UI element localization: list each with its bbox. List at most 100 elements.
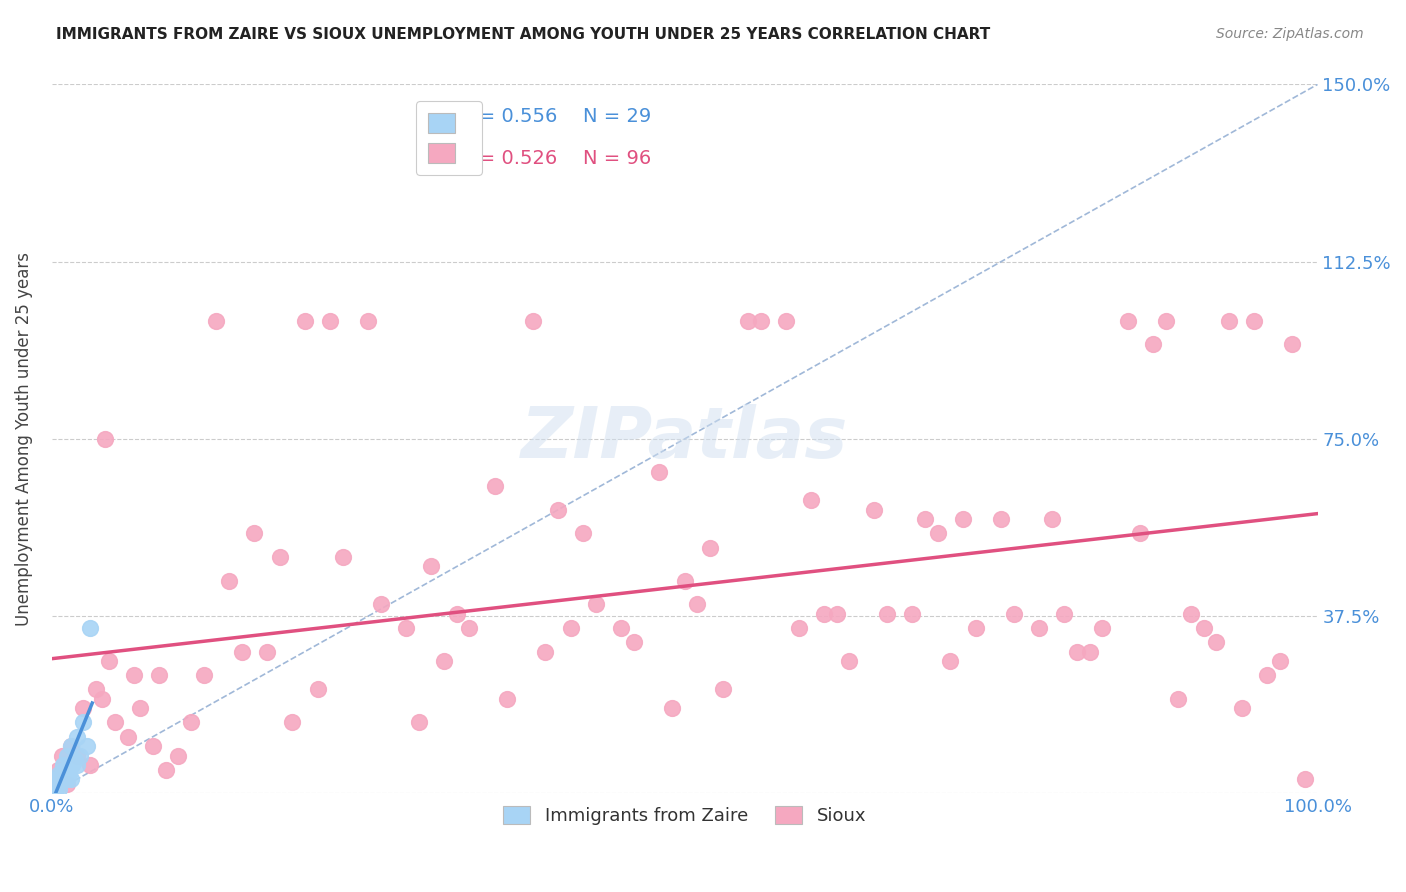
Text: R = 0.556: R = 0.556 [460, 107, 558, 126]
Point [775, 314, 797, 328]
Point [699, 541, 721, 555]
Point [122, 668, 145, 682]
Point [1091, 621, 1114, 635]
Point [711, 682, 734, 697]
Point [420, 559, 443, 574]
Point [91, 691, 114, 706]
Point [52, 758, 75, 772]
Point [965, 621, 987, 635]
Point [1078, 644, 1101, 658]
Point [357, 314, 380, 328]
Point [1053, 607, 1076, 621]
Point [84, 682, 107, 697]
Point [218, 574, 240, 588]
Point [1192, 621, 1215, 635]
Text: N = 29: N = 29 [583, 107, 651, 126]
Point [914, 512, 936, 526]
Point [1028, 621, 1050, 635]
Point [939, 654, 962, 668]
Point [433, 654, 456, 668]
Point [66, 758, 89, 772]
Point [1040, 512, 1063, 526]
Point [1154, 314, 1177, 328]
Point [45, 781, 67, 796]
Point [76, 739, 98, 753]
Point [97, 654, 120, 668]
Text: ZIPatlas: ZIPatlas [522, 404, 848, 474]
Point [1002, 607, 1025, 621]
Point [307, 682, 329, 697]
Point [79, 758, 101, 772]
Point [45, 772, 67, 787]
Point [370, 597, 392, 611]
Point [243, 526, 266, 541]
Point [167, 748, 190, 763]
Point [46, 763, 69, 777]
Point [44, 781, 66, 796]
Point [48, 767, 70, 781]
Point [48, 781, 70, 796]
Y-axis label: Unemployment Among Youth under 25 years: Unemployment Among Youth under 25 years [15, 252, 32, 626]
Point [1129, 526, 1152, 541]
Point [648, 465, 671, 479]
Point [876, 607, 898, 621]
Point [294, 314, 316, 328]
Point [56, 777, 79, 791]
Point [673, 574, 696, 588]
Point [53, 763, 76, 777]
Point [51, 767, 73, 781]
Point [610, 621, 633, 635]
Point [1205, 635, 1227, 649]
Point [661, 701, 683, 715]
Point [51, 748, 73, 763]
Point [1066, 644, 1088, 658]
Point [66, 748, 89, 763]
Point [749, 314, 772, 328]
Point [56, 748, 79, 763]
Point [560, 621, 582, 635]
Point [59, 739, 82, 753]
Point [332, 549, 354, 564]
Point [45, 772, 67, 787]
Point [901, 607, 924, 621]
Point [46, 777, 69, 791]
Point [496, 691, 519, 706]
Point [49, 772, 72, 787]
Point [94, 432, 117, 446]
Text: IMMIGRANTS FROM ZAIRE VS SIOUX UNEMPLOYMENT AMONG YOUTH UNDER 25 YEARS CORRELATI: IMMIGRANTS FROM ZAIRE VS SIOUX UNEMPLOYM… [56, 27, 990, 42]
Point [1142, 337, 1164, 351]
Point [572, 526, 595, 541]
Point [129, 701, 152, 715]
Point [56, 772, 79, 787]
Point [148, 668, 170, 682]
Point [1167, 691, 1189, 706]
Point [787, 621, 810, 635]
Point [269, 549, 291, 564]
Point [737, 314, 759, 328]
Point [58, 763, 80, 777]
Text: R = 0.526: R = 0.526 [460, 149, 558, 169]
Point [1116, 314, 1139, 328]
Point [825, 607, 848, 621]
Point [142, 739, 165, 753]
Point [1281, 337, 1303, 351]
Point [256, 644, 278, 658]
Point [623, 635, 645, 649]
Point [484, 479, 506, 493]
Point [69, 748, 91, 763]
Point [79, 621, 101, 635]
Point [193, 668, 215, 682]
Point [46, 777, 69, 791]
Point [547, 503, 569, 517]
Point [1294, 772, 1316, 787]
Point [60, 758, 83, 772]
Point [59, 772, 82, 787]
Point [838, 654, 860, 668]
Point [117, 730, 139, 744]
Point [534, 644, 557, 658]
Point [180, 715, 202, 730]
Point [686, 597, 709, 611]
Point [59, 739, 82, 753]
Point [395, 621, 418, 635]
Point [1180, 607, 1202, 621]
